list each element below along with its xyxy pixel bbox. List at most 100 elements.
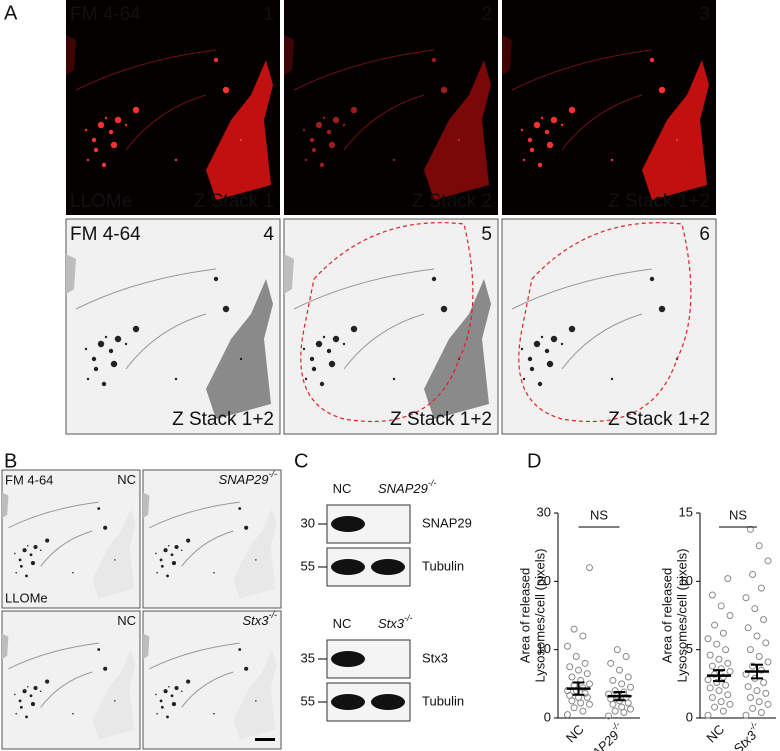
vesicle	[91, 356, 97, 362]
vesicle	[309, 356, 315, 362]
data-point	[566, 663, 574, 671]
vesicle	[309, 137, 315, 143]
label-sup: -/-	[404, 613, 413, 623]
data-point	[724, 691, 732, 699]
vesicle	[86, 377, 90, 381]
stain-label: FM 4-64	[70, 4, 141, 25]
micrograph	[142, 469, 282, 609]
vesicle	[160, 705, 164, 709]
image-caption: Z Stack 1+2	[608, 191, 710, 212]
data-point	[570, 704, 578, 712]
vesicle	[30, 702, 36, 707]
cell	[284, 35, 294, 75]
vesicle	[114, 116, 122, 124]
vesicle	[326, 348, 332, 354]
data-point	[749, 662, 757, 670]
mw-marker: 30	[301, 515, 315, 530]
vesicle	[45, 679, 50, 684]
vesicle	[213, 571, 215, 574]
cell	[92, 649, 136, 740]
vesicle	[560, 342, 564, 346]
data-point	[726, 700, 734, 708]
data-point	[704, 711, 712, 719]
vesicle	[213, 712, 215, 715]
data-point	[586, 564, 593, 572]
micrograph	[283, 218, 499, 435]
vesicle	[114, 700, 116, 702]
label: NC	[563, 722, 587, 746]
vesicle	[101, 162, 107, 168]
data-point	[751, 605, 759, 613]
label-text: NC	[117, 472, 136, 487]
data-point	[757, 584, 765, 592]
vesicle	[244, 666, 249, 671]
vesicle	[39, 549, 42, 552]
vesicle	[328, 360, 336, 368]
label: NC	[333, 481, 352, 496]
data-point	[572, 653, 580, 660]
vesicle	[392, 158, 396, 162]
data-point	[607, 659, 615, 667]
y-axis-label: Area of released	[517, 568, 532, 663]
data-point	[611, 707, 619, 715]
data-point	[618, 703, 626, 711]
micrograph	[66, 0, 280, 215]
label-text: SNAP29	[219, 472, 269, 487]
cell	[502, 35, 512, 75]
vesicle	[550, 116, 558, 124]
data-point	[627, 683, 634, 691]
data-point	[755, 653, 763, 660]
data-point	[719, 673, 727, 681]
cell	[284, 254, 294, 294]
label-text: Stx3	[242, 613, 269, 628]
data-point	[706, 651, 714, 659]
vesicle	[342, 123, 346, 127]
vesicle	[27, 685, 29, 688]
vesicle	[163, 689, 168, 694]
data-point	[711, 670, 719, 678]
vesicle	[86, 158, 90, 162]
label-text: NC	[117, 613, 136, 628]
vesicle	[124, 123, 128, 127]
data-point	[568, 673, 576, 681]
vesicle	[527, 137, 533, 143]
label-text: NC	[704, 722, 728, 746]
data-point	[708, 662, 716, 670]
vesicle	[529, 366, 535, 372]
vesicle	[540, 116, 544, 120]
process	[8, 642, 99, 708]
data-point	[744, 624, 752, 632]
vesicle	[72, 712, 74, 715]
micrograph	[1, 610, 141, 750]
data-point	[581, 659, 589, 667]
image-number: 1	[263, 4, 274, 25]
vesicle	[93, 147, 99, 153]
data-point	[726, 668, 734, 676]
data-point	[746, 694, 754, 701]
vesicle	[342, 342, 346, 346]
data-point	[753, 687, 761, 695]
vesicle	[19, 705, 23, 709]
vesicle	[332, 335, 340, 343]
data-point	[586, 680, 593, 688]
data-point	[760, 678, 768, 686]
vesicle	[527, 356, 533, 362]
vesicle	[25, 715, 28, 719]
vesicle	[166, 715, 169, 719]
label-text: NC	[333, 616, 352, 631]
y-tick-label: 20	[537, 573, 551, 588]
cell-outline	[518, 222, 692, 423]
y-tick-label: 10	[679, 573, 693, 588]
data-point	[722, 646, 730, 654]
mw-marker: 35	[301, 650, 315, 665]
data-point	[762, 639, 770, 647]
vesicle	[350, 325, 358, 333]
y-tick-label: 30	[537, 504, 551, 519]
vesicle	[110, 360, 118, 368]
vesicle	[350, 106, 358, 114]
cell	[143, 492, 150, 519]
vesicle	[114, 335, 122, 343]
vesicle	[168, 544, 170, 547]
vesicle	[540, 335, 544, 339]
vesicle	[97, 340, 105, 348]
